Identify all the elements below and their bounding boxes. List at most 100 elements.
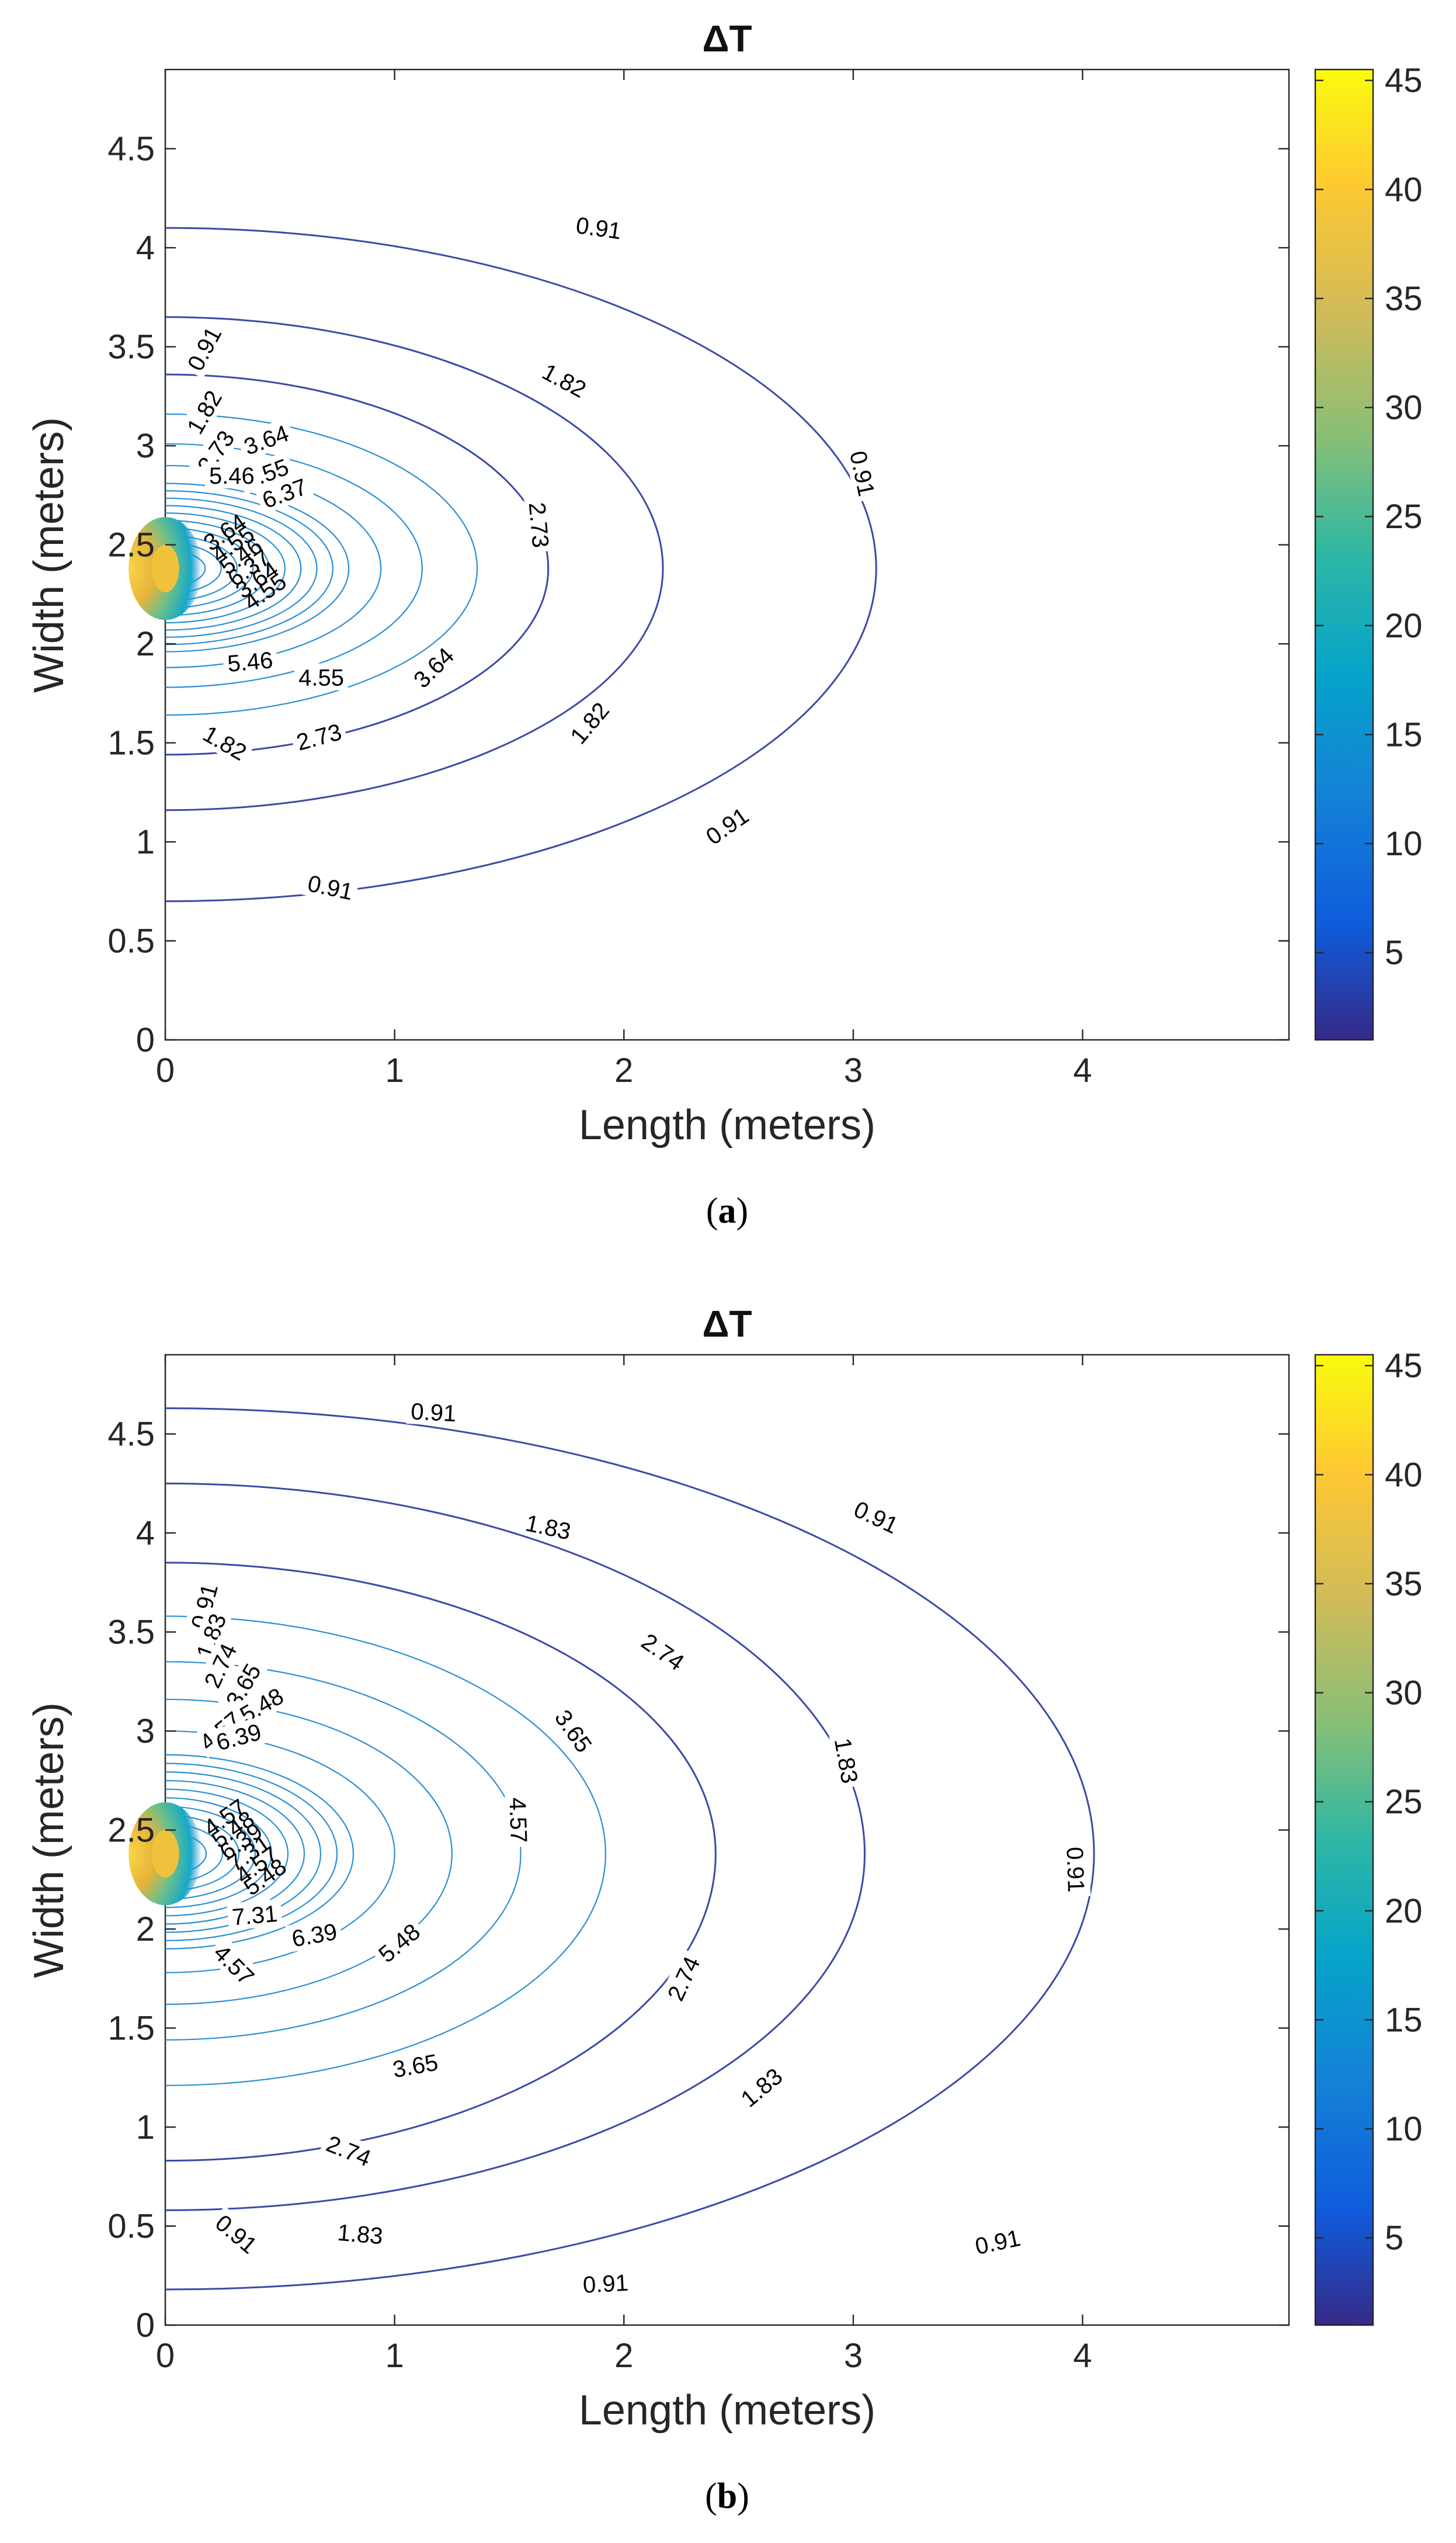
x-tick-label: 2 <box>614 1052 633 1090</box>
y-tick-label: 2.5 <box>107 1812 155 1850</box>
contour-label-backing <box>1062 1842 1091 1897</box>
x-tick-label: 4 <box>1073 2337 1092 2375</box>
panel-a-y-axis-label: Width (meters) <box>26 417 72 693</box>
contour-label-backing <box>301 868 360 906</box>
panel-b-colorbar-ticks: 5 10 15 20 25 30 35 40 45 <box>1315 1347 1423 2257</box>
contour-label-group: 2.74 <box>633 1625 693 1678</box>
contour-label-group: 0.91 <box>570 210 628 244</box>
contour-line-6.39 <box>165 1730 395 1973</box>
contour-label-group: 1.82 <box>561 693 617 752</box>
colorbar-tick-label: 30 <box>1385 389 1423 427</box>
contour-label-backing <box>189 1605 232 1666</box>
contour-label-backing <box>209 1716 268 1757</box>
contour-label-backing <box>406 1396 461 1427</box>
inner-contour-line <box>165 1806 256 1900</box>
panel-b-title: ΔT <box>702 1303 752 1345</box>
contour-label-group: 2.74 <box>319 2128 379 2173</box>
inner-contour-line <box>165 1814 240 1892</box>
contour-label-backing <box>231 1680 291 1730</box>
inner-contour-line <box>165 512 286 624</box>
panel-b-colorbar-gradient <box>1315 1355 1373 2325</box>
contour-label: 1.83 <box>336 2220 384 2250</box>
inner-contour-line <box>165 527 254 609</box>
x-tick-label: 1 <box>385 1052 404 1090</box>
panel-b-x-axis: 0 1 2 3 4 <box>156 1355 1092 2375</box>
contour-label-group: 4.57 <box>206 1935 263 1993</box>
contour-label-backing <box>519 1507 578 1545</box>
y-tick-label: 2 <box>136 1910 155 1948</box>
panel-a: ΔT 0.910.910.910.910.911.821.821.821.822… <box>26 18 1423 1231</box>
x-tick-label: 0 <box>156 1052 175 1090</box>
y-tick-label: 2.5 <box>107 526 155 564</box>
y-tick-label: 0.5 <box>107 922 155 960</box>
contour-label: 0.91 <box>305 870 355 905</box>
contour-label: 5.46 <box>227 647 274 677</box>
x-tick-label: 0 <box>156 2337 175 2375</box>
panel-b-contour-lines <box>165 1407 1095 2291</box>
panel-b: ΔT 0.910.910.910.910.910.910.911.831.831… <box>26 1303 1423 2516</box>
x-tick-label: 4 <box>1073 1052 1092 1090</box>
y-tick-label: 3.5 <box>107 1614 155 1652</box>
panel-a-colorbar-ticks: 5 10 15 20 25 30 35 40 45 <box>1315 62 1423 972</box>
heat-source-core <box>151 1830 179 1878</box>
panel-b-colorbar-frame <box>1314 1354 1374 2326</box>
contour-label: 7.31 <box>231 1901 279 1931</box>
inner-contour-line <box>165 535 238 602</box>
panel-a-x-axis-label: Length (meters) <box>579 1102 875 1149</box>
contour-label-group: 5.46 <box>222 645 279 677</box>
contour-label: 1.83 <box>523 1510 573 1545</box>
y-tick-label: 3.5 <box>107 328 155 366</box>
colorbar-tick-label: 45 <box>1385 62 1423 100</box>
y-tick-label: 0 <box>136 2306 155 2344</box>
contour-label-backing <box>332 2218 388 2249</box>
contour-label-backing <box>222 645 279 677</box>
contour-label-group: 0.91 <box>844 444 882 503</box>
panel-b-heat-source <box>128 1802 202 1906</box>
contour-label-group: 5.46 <box>204 461 259 489</box>
y-tick-label: 3 <box>136 427 155 465</box>
colorbar-tick-label: 10 <box>1385 825 1423 863</box>
contour-label-group: 1.83 <box>332 2218 388 2250</box>
contour-label-backing <box>178 381 229 442</box>
contour-label-group: 3.64 <box>404 639 462 696</box>
panel-a-contour-labels: 0.910.910.910.910.911.821.821.821.822.73… <box>178 210 882 906</box>
contour-line-1.82 <box>165 316 664 811</box>
contour-label-group: 7.31 <box>227 1899 283 1931</box>
y-tick-label: 3 <box>136 1712 155 1750</box>
contour-label: 0.91 <box>410 1399 457 1427</box>
contour-label-backing <box>968 2222 1027 2260</box>
colorbar-tick-label: 15 <box>1385 2001 1423 2039</box>
colorbar-tick-label: 25 <box>1385 498 1423 536</box>
contour-label: 5.46 <box>209 463 255 489</box>
contour-label: 4.55 <box>298 665 344 691</box>
contour-label: 0.91 <box>582 2270 629 2298</box>
colorbar-tick-label: 40 <box>1385 171 1423 209</box>
panel-a-colorbar-gradient <box>1315 70 1373 1040</box>
inner-contour-line <box>165 1763 338 1941</box>
contour-label-group: 0.91 <box>968 2222 1027 2260</box>
contour-label-backing <box>697 799 757 852</box>
contour-label: 0.91 <box>845 449 879 498</box>
contour-label-group: 2.73 <box>524 497 555 553</box>
y-tick-label: 1 <box>136 823 155 861</box>
contour-label-backing <box>217 1655 268 1715</box>
contour-label-backing <box>179 318 228 379</box>
panel-b-y-axis-label: Width (meters) <box>26 1702 72 1978</box>
panel-a-colorbar: 5 10 15 20 25 30 35 40 45 <box>1314 62 1423 1041</box>
contour-label-backing <box>633 1625 693 1678</box>
inner-contour-line <box>165 490 333 646</box>
colorbar-tick-label: 15 <box>1385 716 1423 754</box>
contour-line-1.83 <box>165 1482 866 2211</box>
panel-b-colorbar: 5 10 15 20 25 30 35 40 45 <box>1314 1347 1423 2326</box>
contour-label-backing <box>195 717 255 768</box>
panel-b-contour-labels: 0.910.910.910.910.910.910.911.831.831.83… <box>183 1396 1091 2298</box>
contour-label-backing <box>227 1899 283 1931</box>
x-tick-label: 3 <box>844 2337 863 2375</box>
contour-label-backing <box>505 1792 534 1848</box>
y-tick-label: 1.5 <box>107 724 155 762</box>
contour-label-backing <box>386 2047 444 2083</box>
contour-label-backing <box>207 2206 266 2261</box>
contour-label-backing <box>534 355 595 405</box>
x-tick-label: 3 <box>844 1052 863 1090</box>
panel-a-colorbar-frame <box>1314 68 1374 1041</box>
